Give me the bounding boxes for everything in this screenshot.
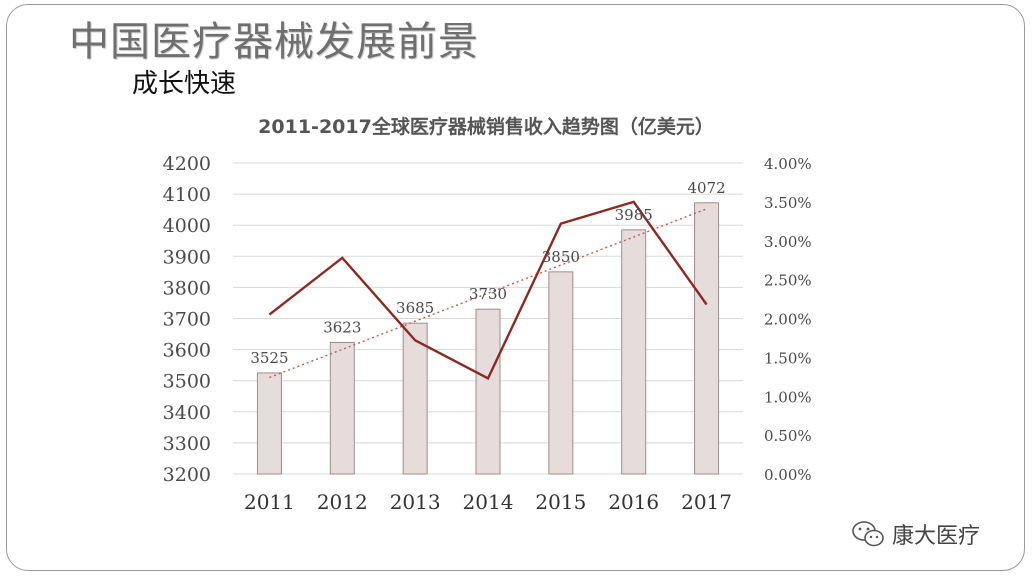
data-label: 3685 (396, 299, 434, 317)
wechat-icon (852, 521, 884, 547)
growth-rate-line (268, 200, 708, 381)
watermark-text: 康大医疗 (892, 524, 981, 549)
watermark: 康大医疗 (850, 518, 980, 550)
y2-tick-label: 4.00% (764, 155, 812, 173)
y2-tick-label: 2.00% (764, 311, 812, 329)
data-label: 3985 (615, 206, 653, 224)
y-tick-label: 3700 (163, 309, 211, 331)
bar-2014 (475, 308, 501, 475)
x-tick-label: 2017 (681, 490, 732, 514)
x-tick-label: 2014 (463, 490, 514, 514)
x-tick-label: 2012 (317, 490, 368, 514)
bar-2017 (694, 202, 720, 475)
y-tick-label: 4100 (163, 184, 211, 206)
data-label: 4072 (687, 179, 725, 197)
y-tick-label: 3800 (163, 277, 211, 299)
y-tick-label: 4200 (163, 153, 211, 175)
data-label: 3850 (542, 248, 580, 266)
y2-tick-label: 2.50% (764, 272, 812, 290)
bar-2013 (402, 322, 428, 475)
y-tick-label: 3600 (163, 340, 211, 362)
slide-subtitle: 成长快速 (132, 69, 237, 99)
y-tick-label: 3900 (163, 246, 211, 268)
x-tick-label: 2013 (390, 490, 441, 514)
data-label: 3525 (250, 349, 288, 367)
data-label: 3730 (469, 285, 507, 303)
y2-tick-label: 0.00% (764, 466, 812, 484)
x-tick-label: 2015 (535, 490, 586, 514)
y2-tick-label: 3.00% (764, 233, 812, 251)
data-label: 3623 (323, 318, 361, 336)
bar-2011 (256, 372, 282, 475)
bar-2015 (548, 271, 574, 475)
trendline (269, 208, 707, 379)
x-tick-label: 2011 (244, 490, 295, 514)
y-tick-label: 3400 (163, 402, 211, 424)
y2-tick-label: 1.00% (764, 388, 812, 406)
y-tick-label: 4000 (163, 215, 211, 237)
y2-tick-label: 3.50% (764, 194, 812, 212)
y-tick-label: 3300 (163, 433, 211, 455)
y2-tick-label: 0.50% (764, 427, 812, 445)
chart-title: 2011-2017全球医疗器械销售收入趋势图（亿美元） (258, 115, 714, 138)
x-tick-label: 2016 (608, 490, 659, 514)
slide-title: 中国医疗器械发展前景 (69, 19, 479, 65)
bar-2012 (329, 341, 355, 475)
y-tick-label: 3200 (163, 464, 211, 486)
bar-2016 (621, 229, 647, 475)
y-tick-label: 3500 (163, 371, 211, 393)
y2-tick-label: 1.50% (764, 349, 812, 367)
